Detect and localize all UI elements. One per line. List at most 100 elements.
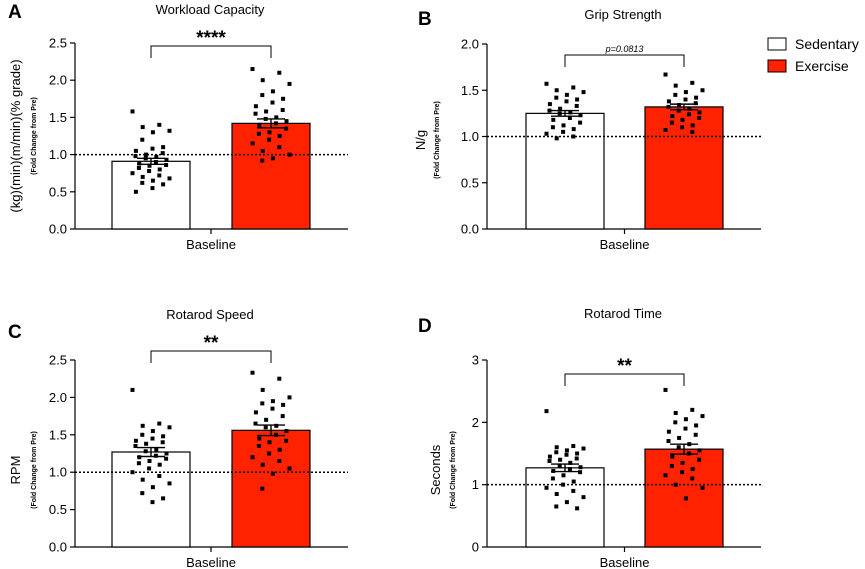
data-point-exercise	[260, 462, 265, 467]
data-point-sedentary	[150, 436, 155, 441]
panel-a: A Workload Capacity 0.0 0.5 1.0 1.5 2.0 2.5 Base…	[8, 2, 348, 252]
data-point-exercise	[253, 421, 258, 426]
data-point-sedentary	[133, 148, 138, 153]
data-point-exercise	[260, 158, 265, 163]
data-point-exercise	[680, 460, 685, 465]
y-axis-label: Seconds	[428, 444, 443, 495]
data-point-sedentary	[153, 160, 158, 165]
bar-sedentary	[111, 451, 191, 548]
data-point-exercise	[690, 467, 695, 472]
bar-exercise	[231, 429, 311, 548]
data-point-sedentary	[157, 167, 162, 172]
data-point-sedentary	[164, 451, 169, 456]
data-point-sedentary	[147, 458, 152, 463]
data-point-exercise	[669, 120, 674, 125]
data-point-sedentary	[567, 116, 572, 120]
data-point-exercise	[670, 454, 675, 459]
data-point-sedentary	[554, 88, 559, 93]
data-point-exercise	[680, 470, 685, 475]
data-point-sedentary	[157, 122, 162, 127]
data-point-exercise	[277, 458, 282, 463]
data-point-exercise	[270, 399, 275, 404]
bar-sedentary	[525, 112, 605, 230]
data-point-exercise	[284, 438, 289, 443]
data-point-sedentary	[544, 81, 549, 86]
data-point-sedentary	[568, 460, 573, 465]
data-point-sedentary	[167, 481, 172, 486]
data-point-exercise	[260, 401, 265, 406]
y-tick-label: 1.0	[461, 129, 479, 144]
panel-letter: B	[418, 9, 432, 30]
data-point-sedentary	[554, 136, 559, 141]
data-point-sedentary	[154, 154, 159, 159]
data-point-exercise	[284, 119, 289, 124]
data-point-sedentary	[571, 488, 576, 493]
data-point-sedentary	[547, 454, 552, 459]
x-axis-label: Baseline	[600, 237, 650, 252]
data-point-exercise	[270, 471, 275, 476]
bar-sedentary	[525, 467, 605, 548]
data-point-exercise	[253, 104, 258, 109]
data-point-sedentary	[167, 128, 172, 133]
y-axis-sublabel: (Fold Change from Pre)	[434, 101, 441, 179]
data-point-exercise	[273, 121, 278, 126]
data-point-sedentary	[575, 451, 580, 456]
panel-b: B Grip Strength 0.0 0.5 1.0 1.5 2.0 Baseline N/g…	[413, 7, 761, 252]
data-point-sedentary	[136, 461, 141, 466]
data-point-sedentary	[140, 174, 145, 179]
data-point-sedentary	[161, 145, 166, 150]
data-point-sedentary	[558, 457, 563, 462]
data-point-exercise	[267, 451, 272, 456]
data-point-exercise	[287, 466, 292, 471]
data-point-exercise	[694, 95, 699, 100]
data-point-exercise	[673, 410, 678, 415]
data-point-exercise	[676, 108, 681, 113]
data-point-exercise	[270, 406, 275, 411]
data-point-sedentary	[133, 154, 138, 159]
data-point-sedentary	[547, 108, 552, 113]
data-point-sedentary	[160, 440, 165, 445]
data-point-exercise	[284, 126, 289, 131]
data-point-exercise	[673, 92, 678, 97]
data-point-exercise	[683, 496, 688, 501]
data-point-sedentary	[554, 450, 559, 455]
data-point-sedentary	[150, 178, 155, 183]
panel-d: D Rotarod Time 0 1 2 3 Baseline Seconds (Fold Ch…	[418, 306, 761, 569]
data-point-exercise	[277, 447, 282, 452]
data-point-sedentary	[143, 449, 148, 454]
data-point-exercise	[690, 476, 695, 481]
significance-bracket	[150, 45, 272, 58]
y-tick-label: 2	[472, 415, 479, 430]
data-point-sedentary	[561, 123, 566, 128]
data-point-sedentary	[154, 447, 159, 452]
data-point-sedentary	[157, 421, 162, 426]
data-point-exercise	[274, 423, 279, 428]
x-axis-label: Baseline	[186, 555, 236, 569]
significance-bracket	[564, 54, 685, 67]
data-point-sedentary	[150, 429, 155, 434]
data-point-exercise	[253, 410, 258, 415]
legend-label-sedentary: Sedentary	[795, 36, 859, 52]
data-point-exercise	[260, 486, 265, 491]
panel-c: C Rotarod Speed 0.0 0.5 1.0 1.5 2.0 2.5 Baseline…	[8, 307, 348, 569]
data-point-exercise	[264, 417, 269, 422]
panel-letter: A	[8, 2, 22, 23]
data-point-exercise	[683, 90, 688, 95]
data-point-sedentary	[578, 113, 583, 118]
data-point-sedentary	[571, 444, 576, 449]
bar-exercise	[644, 106, 724, 230]
data-point-sedentary	[561, 473, 566, 478]
data-point-exercise	[677, 435, 682, 440]
data-point-exercise	[663, 473, 668, 478]
data-point-sedentary	[157, 173, 162, 178]
data-point-sedentary	[550, 476, 555, 481]
significance-label: **	[204, 333, 219, 354]
data-point-sedentary	[547, 102, 552, 107]
significance-bracket	[150, 350, 272, 363]
y-axis-label: RPM	[8, 456, 23, 485]
data-point-exercise	[663, 387, 668, 392]
data-point-exercise	[260, 148, 265, 153]
data-point-sedentary	[544, 409, 549, 414]
data-point-sedentary	[575, 97, 580, 102]
